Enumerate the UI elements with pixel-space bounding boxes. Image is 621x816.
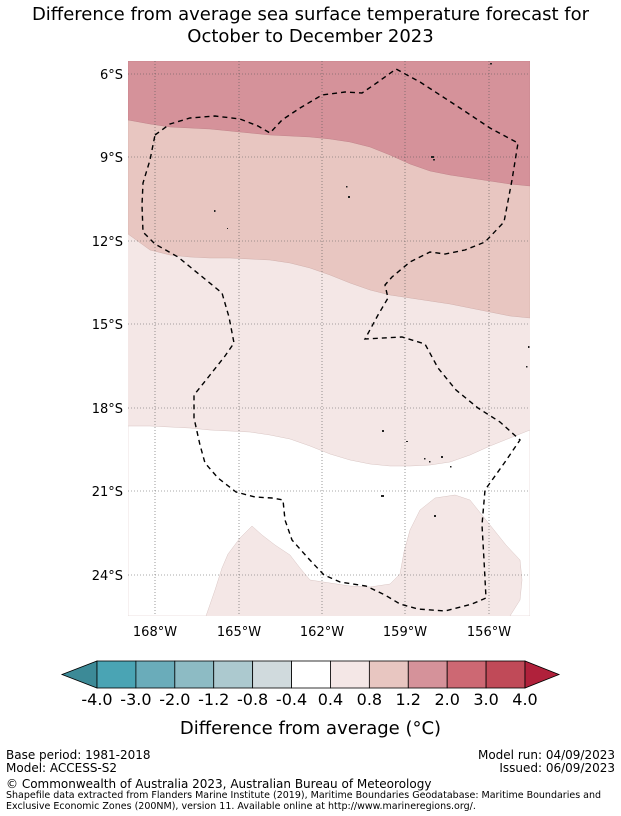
lat-label: 21°S — [92, 485, 123, 500]
colorbar-tick-label: -3.0 — [120, 690, 152, 709]
colorbar-swatch — [135, 660, 176, 689]
shapefile-credit-line-2: Exclusive Economic Zones (200NM), versio… — [6, 801, 476, 812]
band-2-0-to-3-0 — [128, 61, 530, 187]
colorbar-tick-label: -0.4 — [275, 690, 308, 709]
lon-label: 168°W — [133, 625, 177, 640]
colorbar-tick-label: 1.2 — [395, 690, 421, 709]
colorbar-swatch — [174, 660, 215, 689]
colorbar-tick-label: -4.0 — [81, 690, 113, 709]
colorbar-swatch — [96, 660, 137, 689]
colorbar-title: Difference from average (°C) — [179, 718, 442, 739]
latitude-labels: 6°S 9°S 12°S 15°S 18°S 21°S 24°S — [92, 68, 123, 584]
colorbar-swatch — [291, 660, 331, 689]
colorbar — [60, 660, 561, 689]
colorbar-tick-label: -0.8 — [237, 690, 269, 709]
colorbar-tick-label: 2.0 — [434, 690, 460, 709]
colorbar-tick-label: 4.0 — [512, 690, 538, 709]
shapefile-credit-line-1: Shapefile data extracted from Flanders M… — [6, 790, 602, 801]
colorbar-tick-label: 3.0 — [473, 690, 499, 709]
title-line-2: October to December 2023 — [187, 26, 434, 47]
colorbar-extend-high — [524, 660, 561, 689]
lat-label: 15°S — [92, 318, 123, 333]
map-gridlines — [128, 61, 530, 616]
issued-date: Issued: 06/09/2023 — [499, 761, 615, 775]
lon-label: 159°W — [383, 625, 427, 640]
colorbar-swatch — [368, 660, 409, 689]
lon-label: 165°W — [217, 625, 261, 640]
title-line-1: Difference from average sea surface temp… — [31, 4, 590, 25]
lon-label: 156°W — [467, 625, 511, 640]
colorbar-extend-low — [60, 660, 98, 689]
map-title: Difference from average sea surface temp… — [0, 4, 621, 48]
colorbar-tick-label: -1.2 — [198, 690, 230, 709]
colorbar-tick-label: 0.4 — [317, 690, 344, 709]
colorbar-swatch — [252, 660, 292, 689]
lat-label: 12°S — [92, 235, 123, 250]
colorbar-swatch — [485, 660, 526, 689]
lon-label: 162°W — [300, 625, 344, 640]
lat-label: 9°S — [100, 151, 123, 166]
colorbar-swatch — [446, 660, 487, 689]
base-period: Base period: 1981-2018 — [6, 748, 151, 762]
model-run: Model run: 04/09/2023 — [477, 748, 615, 762]
eez-boundary — [141, 68, 521, 612]
longitude-labels: 168°W 165°W 162°W 159°W 156°W — [133, 625, 511, 640]
lat-label: 18°S — [92, 402, 123, 417]
lat-label: 24°S — [92, 569, 123, 584]
model-name: Model: ACCESS-S2 — [6, 761, 118, 775]
colorbar-swatch — [330, 660, 370, 689]
copyright: © Commonwealth of Australia 2023, Austra… — [6, 777, 432, 791]
island-markers — [214, 63, 530, 517]
band-minus-0-4-to-0-4 — [128, 425, 530, 616]
colorbar-swatch — [407, 660, 448, 689]
map-plot-area — [128, 61, 530, 616]
colorbar-tick-label: -2.0 — [159, 690, 191, 709]
colorbar-swatch — [213, 660, 254, 689]
colorbar-tick-label: 0.8 — [356, 690, 383, 709]
lat-label: 6°S — [100, 68, 123, 83]
